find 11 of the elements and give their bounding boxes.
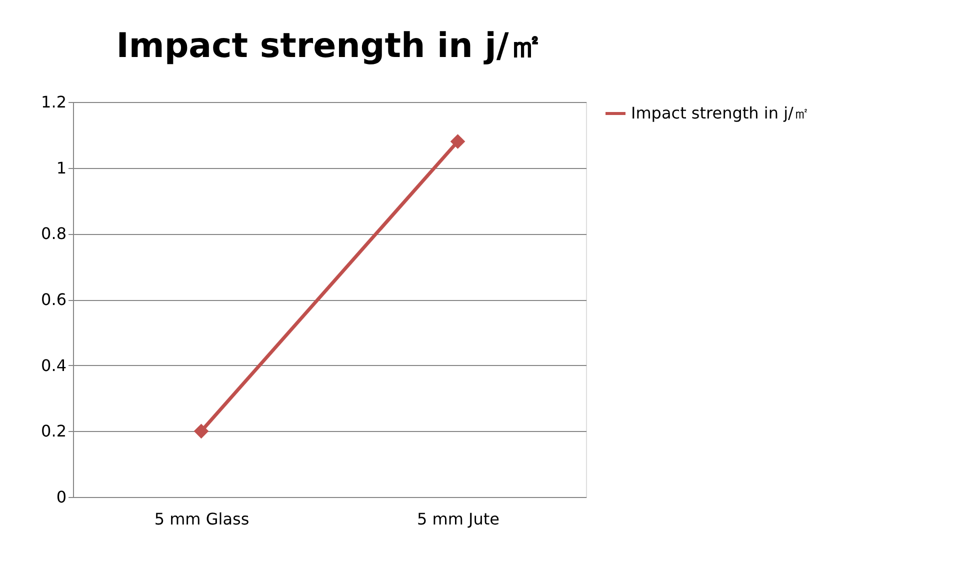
y-tick-label: 0.2 [41,422,66,441]
y-tick-label: 1.2 [41,92,66,112]
y-tick-label: 0.4 [41,356,66,375]
y-tick-label: 0 [56,488,66,506]
chart-title: Impact strength in j/㎡ [116,26,543,66]
y-tick-label: 1 [56,158,66,178]
legend-label: Impact strength in j/㎡ [631,104,810,122]
x-tick-label: 5 mm Glass [154,510,250,528]
y-tick-label: 0.8 [41,224,66,244]
x-tick-label: 5 mm Jute [417,510,500,528]
y-tick-label: 0.6 [41,290,66,309]
